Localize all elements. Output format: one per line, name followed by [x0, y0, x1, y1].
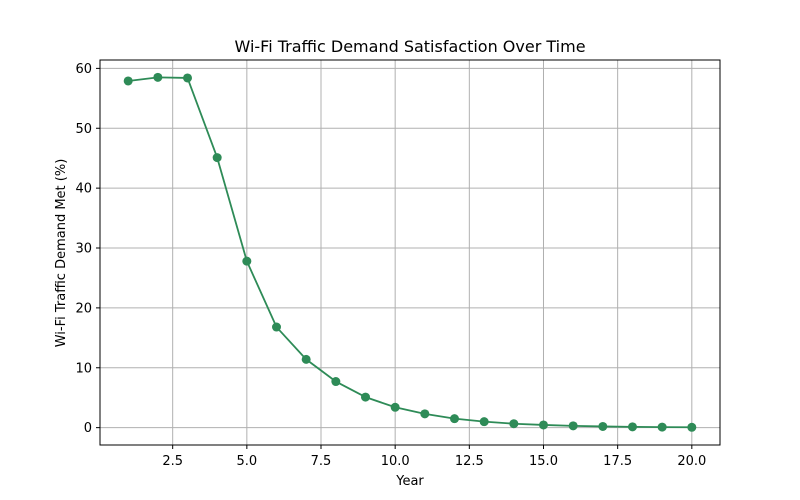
x-tick-label: 12.5 — [455, 454, 484, 469]
data-point — [627, 422, 637, 432]
data-point — [568, 421, 578, 431]
data-point — [153, 72, 163, 82]
data-point — [687, 422, 697, 432]
data-point — [538, 420, 548, 430]
data-point — [420, 409, 430, 419]
data-point — [183, 73, 193, 83]
plot-frame — [99, 59, 721, 446]
data-point — [242, 256, 252, 266]
data-point — [390, 402, 400, 412]
y-axis-label: Wi-Fi Traffic Demand Met (%) — [54, 159, 69, 348]
grid-lines — [100, 60, 720, 445]
y-tick-label: 40 — [75, 182, 92, 197]
x-tick-label: 10.0 — [381, 454, 410, 469]
data-point — [598, 421, 608, 431]
y-tick-label: 50 — [75, 122, 92, 137]
y-tick-label: 0 — [84, 421, 92, 436]
x-axis-label: Year — [395, 474, 424, 489]
y-axis-ticks: 0 10 20 30 40 50 60 — [75, 62, 100, 436]
data-point — [272, 322, 282, 332]
y-tick-label: 10 — [75, 361, 92, 376]
x-axis-ticks: 2.5 5.0 7.5 10.0 12.5 15.0 17.5 20.0 — [162, 445, 706, 469]
y-tick-label: 30 — [75, 242, 92, 257]
data-point — [301, 354, 311, 364]
y-tick-label: 20 — [75, 301, 92, 316]
chart-title: Wi-Fi Traffic Demand Satisfaction Over T… — [234, 37, 585, 56]
x-tick-label: 7.5 — [311, 454, 332, 469]
data-point — [331, 377, 341, 387]
data-point — [212, 153, 222, 163]
data-point — [479, 417, 489, 427]
data-point — [123, 76, 133, 86]
x-tick-label: 15.0 — [529, 454, 558, 469]
data-point — [361, 392, 371, 402]
y-tick-label: 60 — [75, 62, 92, 77]
x-tick-label: 5.0 — [236, 454, 257, 469]
series-line — [128, 76, 692, 429]
x-tick-label: 2.5 — [162, 454, 183, 469]
x-tick-label: 17.5 — [603, 454, 632, 469]
data-point — [509, 419, 519, 429]
x-tick-label: 20.0 — [677, 454, 706, 469]
data-point — [657, 422, 667, 432]
data-point — [449, 414, 459, 424]
series-group — [123, 72, 697, 432]
